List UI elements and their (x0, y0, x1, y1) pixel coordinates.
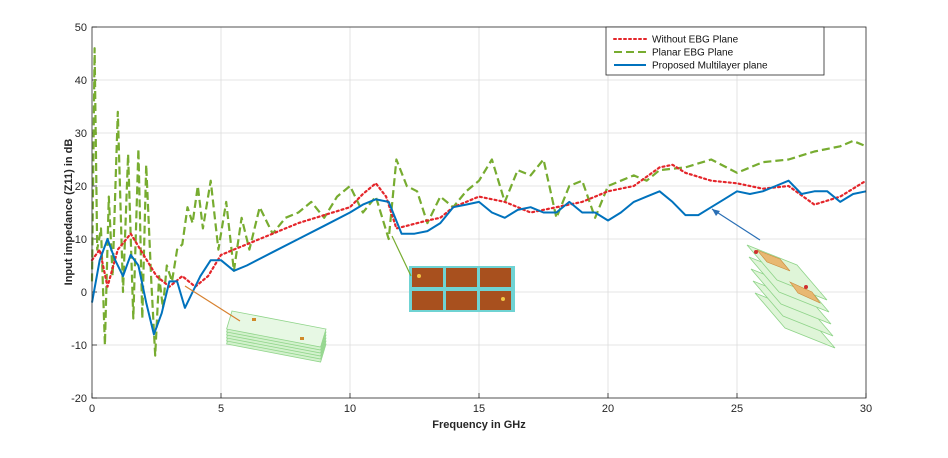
legend-label-0: Without EBG Plane (652, 35, 739, 46)
x-tick-label: 25 (731, 403, 743, 415)
y-tick-label: 50 (75, 22, 87, 34)
inset-ebg-cell (412, 291, 443, 310)
inset-port-marker (417, 274, 421, 278)
y-tick-label: 40 (75, 75, 87, 87)
series-line-0 (90, 163, 868, 288)
y-tick-label: 10 (75, 234, 87, 246)
y-axis-label: Input impedance (Z11) in dB (63, 139, 75, 286)
y-tick-label: 20 (75, 181, 87, 193)
inset-pointer-arrow (711, 208, 761, 241)
inset-multilayer-stack-high (746, 244, 836, 349)
inset-planar-ebg-layout (409, 266, 515, 312)
inset-ebg-cell (446, 268, 477, 287)
series-layer (90, 47, 868, 357)
x-tick-label: 5 (218, 403, 224, 415)
inset-port-marker (804, 285, 808, 289)
inset-multilayer-stack-low (226, 310, 327, 363)
inset-pointer-arrow (391, 235, 412, 277)
series-line-1 (90, 47, 867, 357)
inset-port-marker (252, 318, 256, 321)
x-tick-label: 20 (602, 403, 614, 415)
inset-pointer-arrow (184, 285, 241, 322)
inset-patch (756, 249, 791, 272)
inset-layer (184, 208, 836, 363)
legend-label-2: Proposed Multilayer plane (652, 61, 768, 72)
y-tick-label: -20 (71, 393, 87, 405)
inset-port-marker (501, 297, 505, 301)
y-tick-label: 30 (75, 128, 87, 140)
inset-patch (789, 281, 821, 304)
y-tick-label: -10 (71, 340, 87, 352)
x-tick-label: 30 (860, 403, 872, 415)
tick-labels: 0 5 10 15 20 25 30 -20 -10 0 10 20 30 40 50 (71, 22, 872, 415)
x-tick-label: 15 (473, 403, 485, 415)
inset-ebg-cell (480, 268, 511, 287)
series-line-2 (91, 179, 867, 336)
inset-ebg-cell (480, 291, 511, 310)
x-tick-label: 0 (89, 403, 95, 415)
inset-ebg-cell (412, 268, 443, 287)
legend-label-1: Planar EBG Plane (652, 48, 734, 59)
y-tick-label: 0 (81, 287, 87, 299)
inset-port-marker (754, 250, 758, 254)
inset-ebg-cell (446, 291, 477, 310)
x-tick-label: 10 (344, 403, 356, 415)
legend: Without EBG Plane Planar EBG Plane Propose… (605, 26, 825, 76)
x-axis-label: Frequency in GHz (432, 419, 526, 431)
inset-port-marker (300, 337, 304, 340)
inset-pointer-arrowhead (712, 209, 720, 216)
plot-frame (91, 26, 867, 399)
